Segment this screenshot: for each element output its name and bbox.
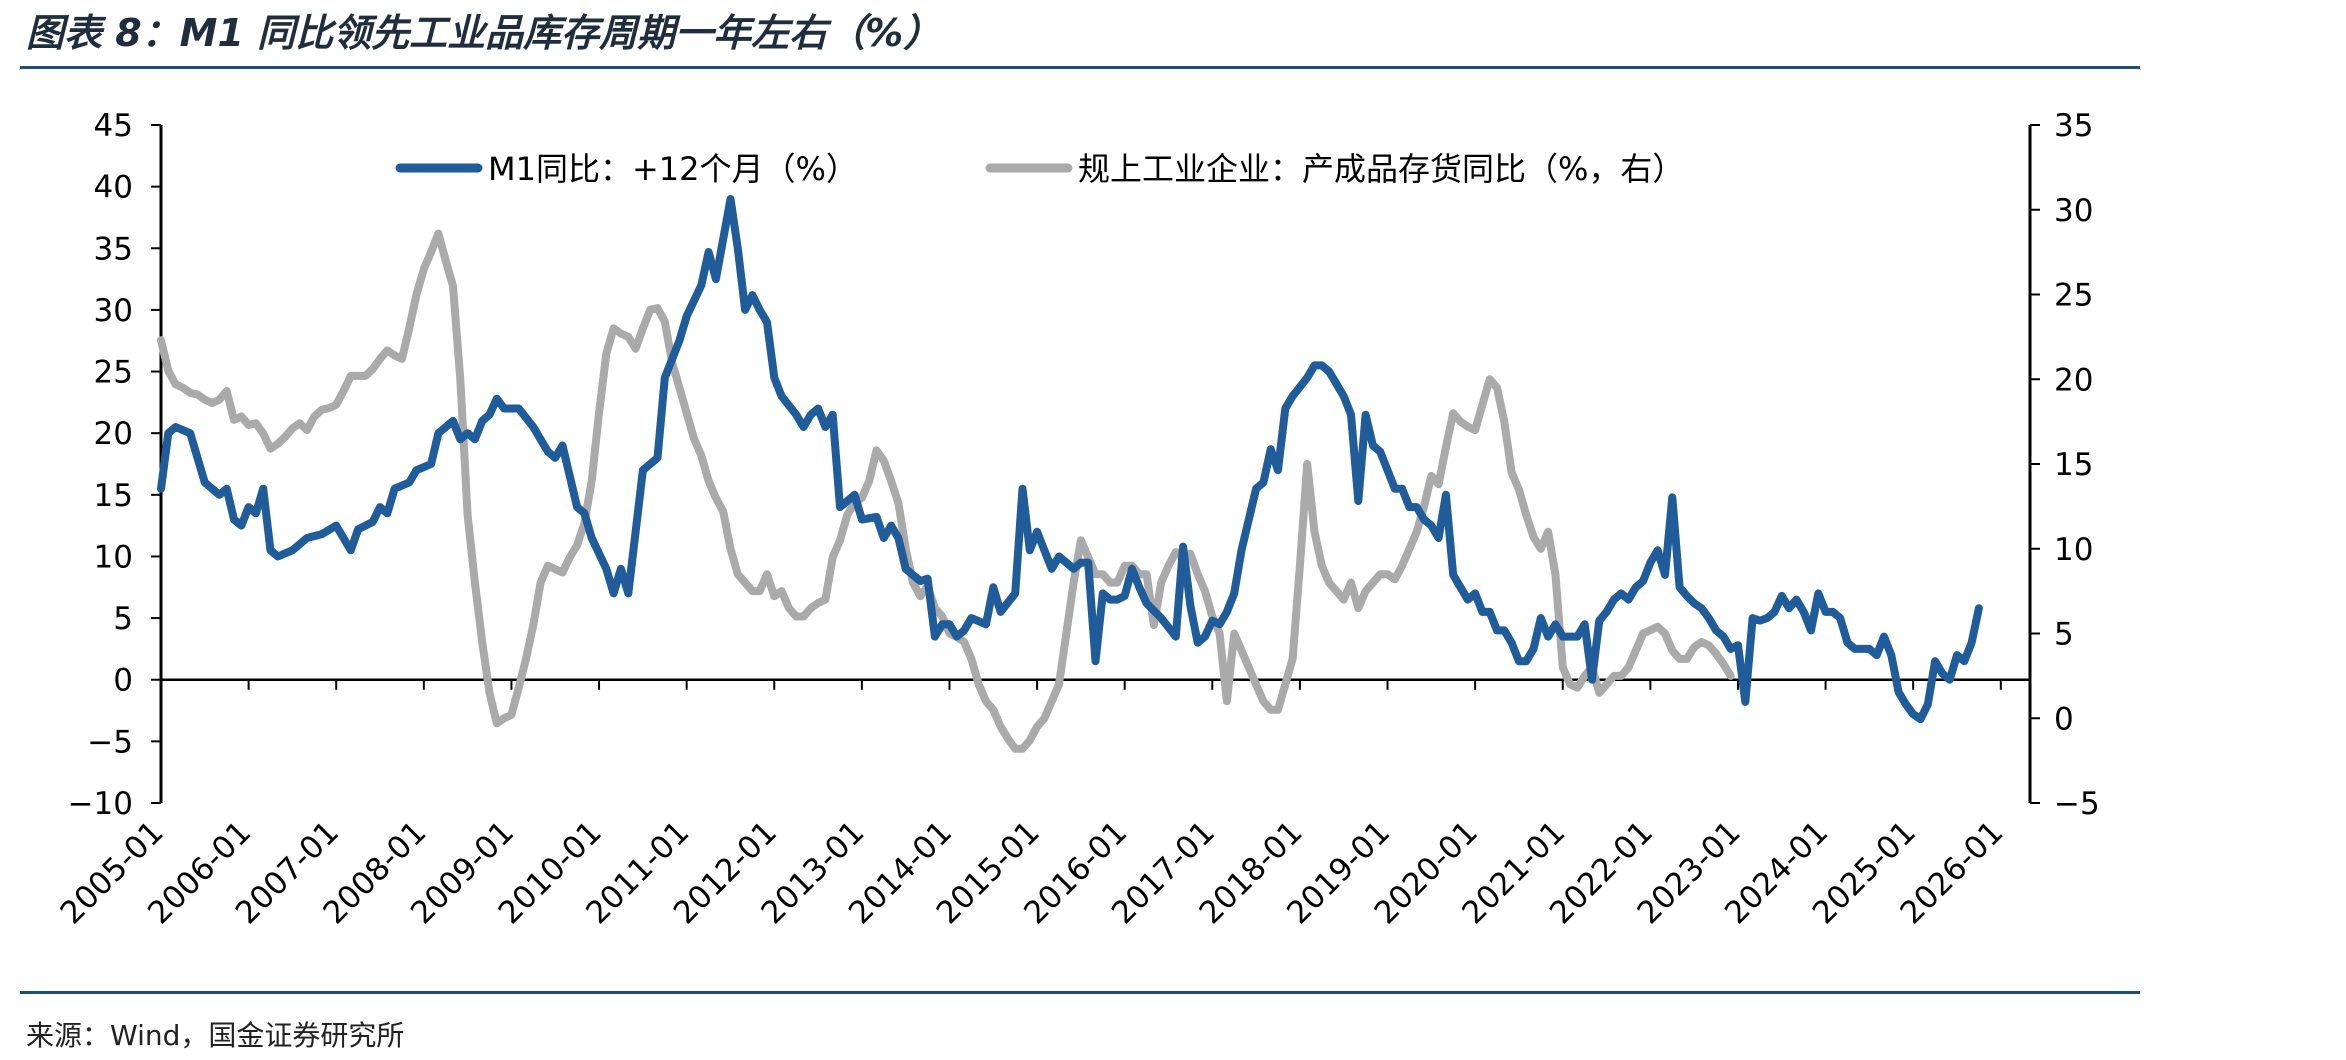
title-rule: [20, 66, 2140, 69]
left-y-tick-label: 0: [113, 663, 133, 699]
legend-inventory-label: 规上工业企业：产成品存货同比（%，右）: [1078, 150, 1684, 188]
left-y-tick-label: 15: [94, 478, 133, 514]
right-y-tick-label: 35: [2054, 108, 2093, 144]
left-y-tick-label: 35: [94, 231, 133, 267]
axes: −10−5051015202530354045−5051015202530352…: [54, 108, 2100, 931]
legend: M1同比：+12个月（%） 规上工业企业：产成品存货同比（%，右）: [395, 150, 1684, 188]
left-y-tick-label: −10: [68, 786, 133, 822]
right-y-tick-label: 20: [2054, 362, 2093, 398]
right-y-tick-label: 30: [2054, 193, 2093, 229]
right-y-tick-label: −5: [2054, 786, 2100, 822]
right-y-tick-label: 5: [2054, 617, 2074, 653]
right-y-tick-label: 25: [2054, 278, 2093, 314]
m1-series-line: [157, 195, 1983, 724]
figure-title: 图表 8：M1 同比领先工业品库存周期一年左右（%）: [26, 11, 942, 55]
left-y-tick-label: 30: [94, 293, 133, 329]
left-y-tick-label: 40: [94, 170, 133, 206]
left-y-tick-label: 45: [94, 108, 133, 144]
footer-rule: [20, 991, 2140, 994]
right-y-tick-label: 10: [2054, 532, 2093, 568]
left-y-tick-label: 25: [94, 355, 133, 391]
source-note: 来源：Wind，国金证券研究所: [26, 1019, 405, 1052]
right-y-tick-label: 15: [2054, 447, 2093, 483]
legend-m1-label: M1同比：+12个月（%）: [488, 150, 858, 188]
left-y-tick-label: 20: [94, 416, 133, 452]
right-y-tick-label: 0: [2054, 701, 2074, 737]
left-y-tick-label: 10: [94, 539, 133, 575]
left-y-tick-label: 5: [113, 601, 133, 637]
left-y-tick-label: −5: [87, 724, 133, 760]
series-layer: [157, 195, 1983, 753]
